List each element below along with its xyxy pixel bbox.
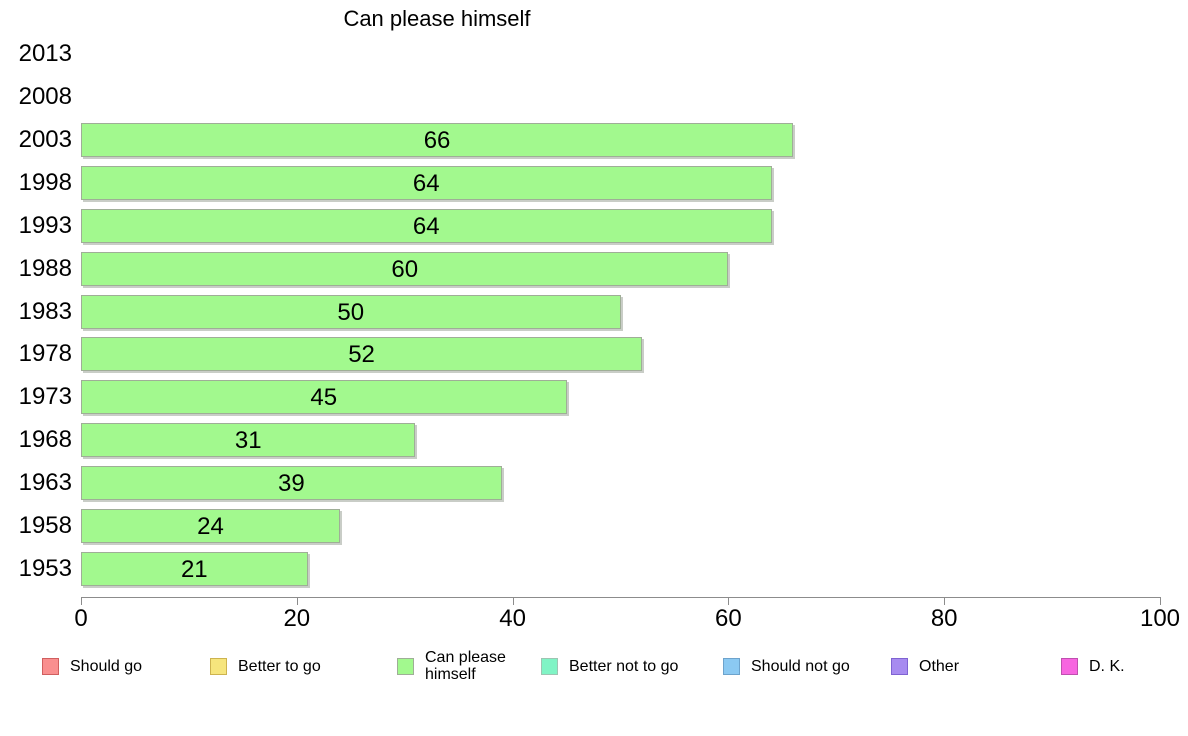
bar-value-label-1998: 64: [412, 169, 440, 197]
bar-value-label-1973: 45: [310, 384, 338, 412]
legend-label: Should go: [70, 657, 143, 675]
y-axis-label-1998: 1998: [18, 168, 72, 196]
bar-1993: 64: [81, 208, 772, 243]
bar-1988: 60: [81, 251, 729, 286]
legend-label: Should not go: [751, 657, 850, 675]
x-tick-mark-0: [81, 598, 82, 605]
bar-value-label-1958: 24: [197, 512, 224, 540]
y-axis-label-2013: 2013: [18, 40, 72, 68]
bar-value-label-1978: 52: [348, 341, 375, 369]
legend-item-7: D. K.: [1061, 648, 1125, 684]
legend-item-1: Should go: [42, 648, 142, 684]
bar-value-label-1953: 21: [180, 555, 208, 583]
bar-1963: 39: [81, 465, 502, 500]
x-tick-mark-40: [512, 598, 514, 605]
bar-value-label-1983: 50: [337, 298, 365, 326]
legend-item-2: Better to go: [210, 648, 321, 684]
x-tick-label-40: 40: [499, 605, 526, 632]
legend-item-6: Other: [891, 648, 959, 684]
y-axis-label-1968: 1968: [18, 426, 72, 454]
legend-swatch-icon: [1061, 657, 1078, 675]
x-tick-mark-60: [728, 598, 730, 605]
x-axis-line: [81, 597, 1161, 598]
legend-label: Can please himself: [425, 649, 506, 683]
bar-value-label-1963: 39: [278, 469, 305, 497]
y-axis-label-1958: 1958: [18, 511, 72, 539]
legend-swatch-icon: [210, 657, 227, 675]
x-tick-label-80: 80: [930, 605, 958, 632]
bar-1978: 52: [81, 337, 643, 372]
y-axis-label-1988: 1988: [18, 254, 72, 282]
y-axis-label-1973: 1973: [18, 383, 72, 411]
bar-1983: 50: [81, 294, 621, 329]
y-axis-label-1978: 1978: [18, 340, 72, 368]
legend-swatch-icon: [891, 657, 908, 675]
y-axis-label-1993: 1993: [18, 211, 72, 239]
x-tick-mark-100: [1160, 598, 1161, 605]
legend-swatch-icon: [397, 657, 414, 675]
legend-label: D. K.: [1089, 657, 1125, 675]
legend-label: Other: [919, 657, 960, 675]
bar-2003: 66: [81, 123, 794, 158]
bar-1953: 21: [81, 551, 308, 586]
bar-value-label-2003: 66: [423, 127, 451, 155]
legend-swatch-icon: [541, 657, 558, 675]
legend-label: Better to go: [238, 657, 321, 675]
legend-item-3: Can please himself: [397, 648, 521, 684]
y-axis-label-1983: 1983: [18, 297, 72, 325]
bar-value-label-1988: 60: [391, 255, 419, 283]
bar-1968: 31: [81, 423, 416, 458]
bar-1958: 24: [81, 508, 340, 543]
legend-label: Better not to go: [569, 657, 679, 675]
legend-item-5: Should not go: [723, 648, 850, 684]
legend-item-4: Better not to go: [541, 648, 678, 684]
x-tick-label-20: 20: [283, 605, 311, 632]
x-tick-label-60: 60: [715, 605, 742, 632]
bar-value-label-1968: 31: [234, 427, 262, 455]
legend-swatch-icon: [42, 657, 59, 675]
bar-value-label-1993: 64: [412, 212, 440, 240]
bar-1998: 64: [81, 165, 772, 200]
y-axis-label-1963: 1963: [18, 468, 72, 496]
x-tick-label-0: 0: [74, 605, 88, 632]
chart-title: Can please himself: [343, 6, 531, 31]
legend-swatch-icon: [723, 657, 740, 675]
y-axis-label-2003: 2003: [18, 126, 72, 154]
y-axis-label-1953: 1953: [18, 554, 72, 582]
x-tick-label-100: 100: [1139, 605, 1181, 632]
bar-1973: 45: [81, 380, 567, 415]
x-tick-mark-80: [944, 598, 946, 605]
x-tick-mark-20: [296, 598, 298, 605]
y-axis-label-2008: 2008: [18, 83, 72, 111]
